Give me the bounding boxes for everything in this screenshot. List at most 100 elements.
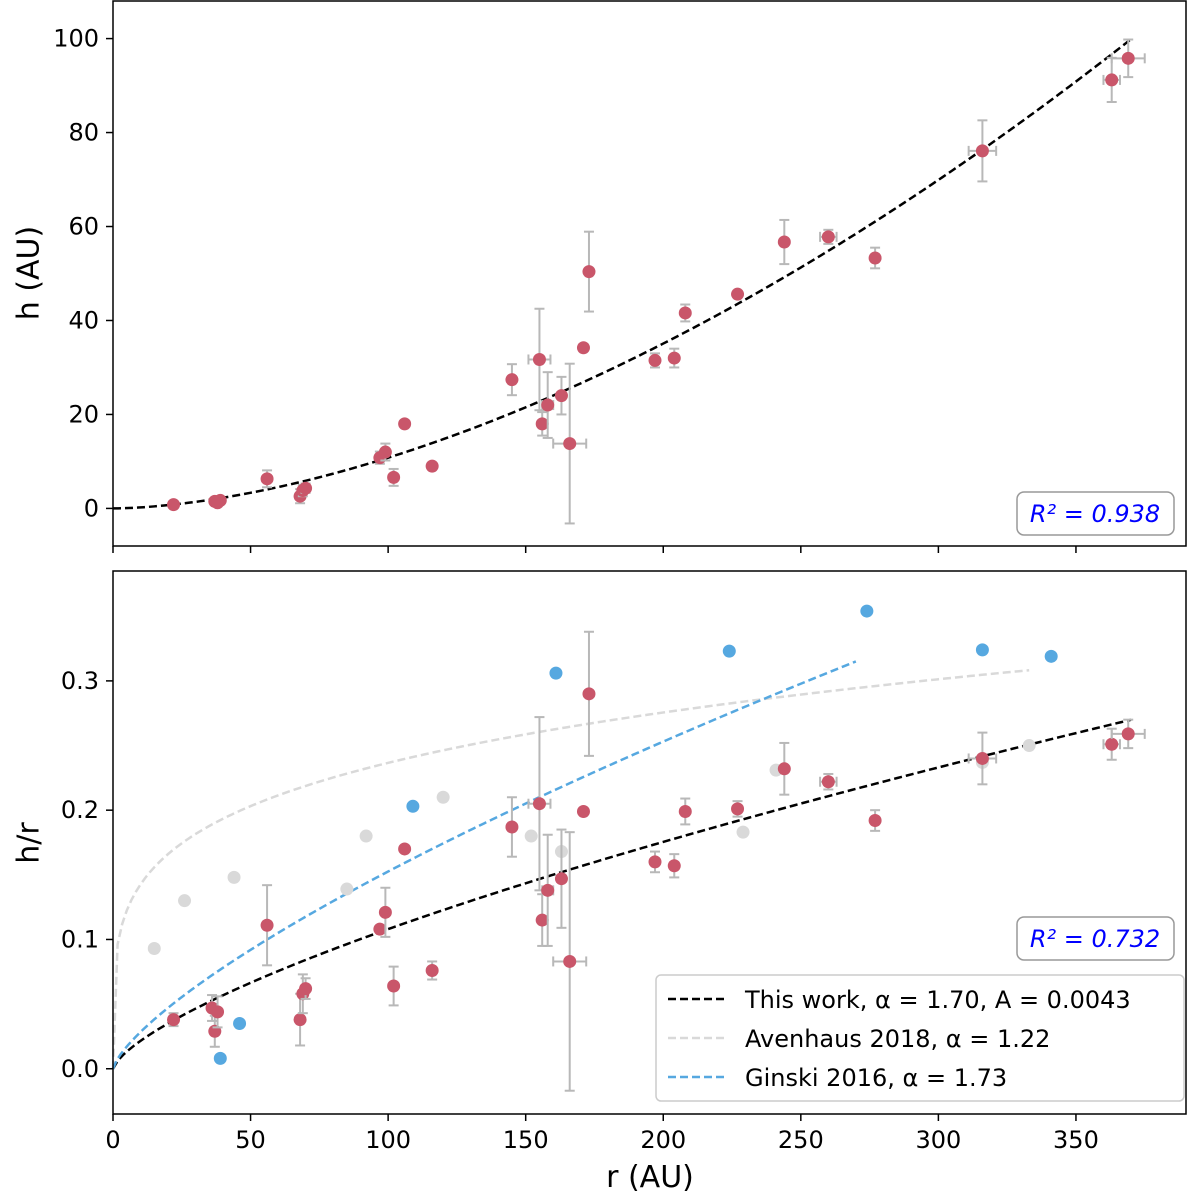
data-point <box>576 341 590 355</box>
bottom-y-axis-label: h/r <box>12 822 47 864</box>
data-point <box>398 417 412 431</box>
data-point <box>1121 727 1135 741</box>
avenhaus-point <box>178 894 192 908</box>
data-point <box>1105 737 1119 751</box>
data-point <box>821 775 835 789</box>
data-point <box>975 144 989 158</box>
y-tick-label: 0.0 <box>61 1055 99 1083</box>
ginski-fit-line <box>111 660 857 1070</box>
data-point <box>378 445 392 459</box>
data-point <box>563 437 577 451</box>
data-point <box>731 287 745 301</box>
data-point <box>293 1013 307 1027</box>
bottom-plot-frame <box>112 570 1187 1115</box>
top-plot-frame <box>112 0 1187 547</box>
ginski-point <box>233 1017 247 1030</box>
legend-entry-avenhaus: Avenhaus 2018, α = 1.22 <box>745 1025 1050 1053</box>
legend-entry-ginski: Ginski 2016, α = 1.73 <box>745 1064 1007 1092</box>
data-point <box>535 417 549 431</box>
data-point <box>667 351 681 365</box>
x-tick-label: 0 <box>105 1126 120 1154</box>
data-point <box>167 1013 181 1027</box>
data-point <box>731 802 745 816</box>
legend-frame <box>655 974 1185 1102</box>
ginski-point <box>549 666 563 680</box>
legend-entry-this-work: This work, α = 1.70, A = 0.0043 <box>744 986 1131 1014</box>
data-point <box>398 842 412 856</box>
bottom-axes: 0 50 100 150 200 250 300 350 0.0 0.1 0.2 0.3 <box>61 667 1099 1154</box>
data-point <box>535 913 549 927</box>
top-y-axis-label: h (AU) <box>12 226 47 320</box>
data-point <box>975 751 989 765</box>
y-tick-label: 0 <box>84 494 99 522</box>
ginski-point <box>406 799 420 813</box>
y-tick-label: 0.3 <box>61 667 99 695</box>
data-point <box>576 804 590 818</box>
data-point <box>541 398 555 412</box>
data-point <box>678 306 692 320</box>
data-point <box>1105 73 1119 87</box>
y-tick-label: 0.2 <box>61 796 99 824</box>
x-tick-label: 200 <box>640 1126 686 1154</box>
bottom-marks <box>111 604 1146 1092</box>
data-point <box>260 472 274 486</box>
data-point <box>648 855 662 869</box>
data-point <box>167 498 181 512</box>
x-tick-label: 50 <box>235 1126 266 1154</box>
data-point <box>678 804 692 818</box>
top-panel: 0 20 40 60 80 100 h (AU) R² = 0.938 <box>12 0 1187 553</box>
x-tick-label: 250 <box>778 1126 824 1154</box>
y-tick-label: 100 <box>53 25 99 53</box>
avenhaus-point <box>1022 739 1036 753</box>
data-point <box>667 859 681 873</box>
data-point <box>821 230 835 244</box>
avenhaus-point <box>436 790 450 804</box>
x-tick-label: 150 <box>503 1126 549 1154</box>
data-point <box>532 352 546 366</box>
ginski-point <box>860 604 874 618</box>
data-point <box>868 251 882 265</box>
data-point <box>425 963 439 977</box>
data-point <box>648 353 662 367</box>
x-tick-label: 100 <box>365 1126 411 1154</box>
data-point <box>213 493 227 507</box>
data-point <box>373 922 387 936</box>
data-point <box>868 814 882 828</box>
y-tick-label: 20 <box>68 400 99 428</box>
data-point <box>505 820 519 834</box>
data-point <box>299 982 313 996</box>
data-point <box>563 954 577 968</box>
y-tick-label: 0.1 <box>61 925 99 953</box>
this-work-fit-line <box>111 718 1132 1070</box>
top-r2-box: R² = 0.938 <box>1016 491 1175 536</box>
y-tick-label: 40 <box>68 306 99 334</box>
data-point <box>1121 51 1135 65</box>
bottom-r2-box: R² = 0.732 <box>1016 916 1175 961</box>
ginski-point <box>722 644 736 658</box>
y-tick-label: 60 <box>68 213 99 241</box>
avenhaus-point <box>147 942 161 956</box>
avenhaus-fit-line <box>111 668 1030 1069</box>
top-axes: 0 20 40 60 80 100 <box>53 25 1077 553</box>
avenhaus-point <box>359 829 373 843</box>
data-point <box>532 797 546 811</box>
x-tick-label: 300 <box>915 1126 961 1154</box>
avenhaus-point <box>524 829 538 843</box>
data-point <box>211 1005 225 1019</box>
ginski-point <box>975 643 989 657</box>
data-point <box>554 872 568 886</box>
avenhaus-point <box>227 870 241 884</box>
legend: This work, α = 1.70, A = 0.0043 Avenhaus… <box>655 974 1185 1102</box>
data-point <box>505 373 519 387</box>
bottom-panel: 0 50 100 150 200 250 300 350 0.0 0.1 0.2 0.3 h/r r … <box>12 570 1187 1195</box>
data-point <box>541 883 555 897</box>
ginski-point <box>1044 649 1058 663</box>
data-point <box>378 905 392 919</box>
data-point <box>582 265 596 279</box>
bottom-r2-label: R² = 0.732 <box>1030 925 1160 953</box>
data-point <box>777 235 791 249</box>
top-r2-label: R² = 0.938 <box>1030 500 1160 528</box>
x-tick-label: 350 <box>1053 1126 1099 1154</box>
